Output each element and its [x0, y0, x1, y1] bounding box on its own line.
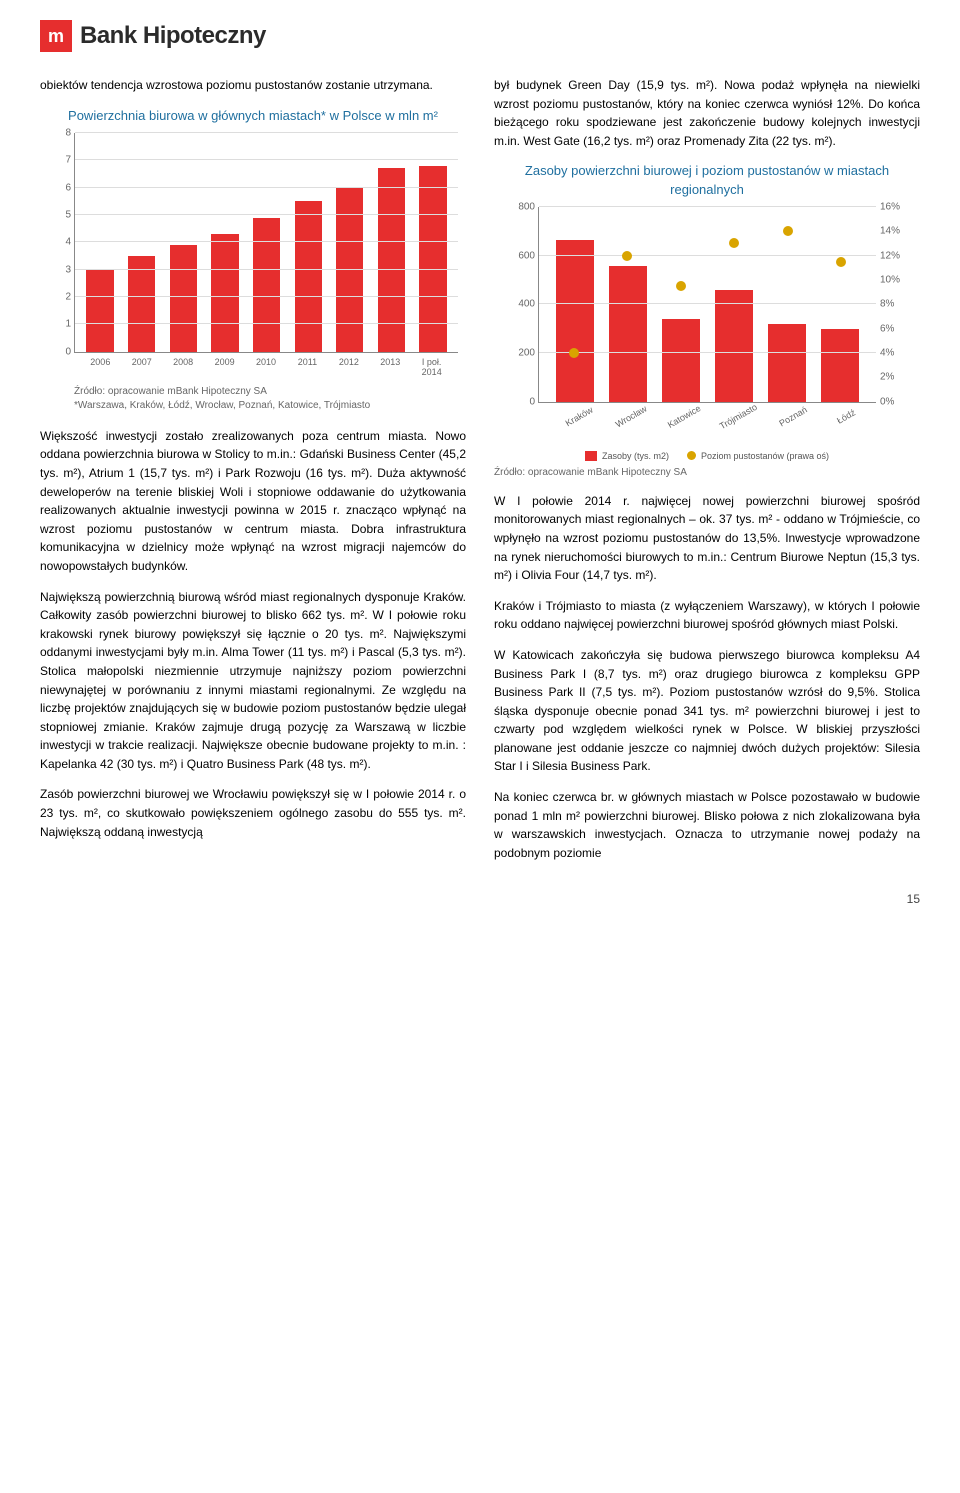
chart2-x-labels: KrakówWrocławKatowiceTrójmiastoPoznańŁód…	[538, 407, 876, 437]
left-p1: Większość inwestycji zostało zrealizowan…	[40, 427, 466, 576]
bar	[128, 256, 155, 352]
y-left-tick: 200	[518, 348, 535, 359]
y-left-tick: 800	[518, 201, 535, 212]
bar	[556, 240, 594, 401]
bar	[821, 329, 859, 402]
y-right-tick: 2%	[880, 372, 894, 383]
marker	[836, 257, 846, 267]
y-tick: 4	[65, 237, 71, 248]
bar-swatch-icon	[585, 451, 597, 461]
chart1-bars	[75, 133, 458, 352]
y-left-tick: 600	[518, 250, 535, 261]
bar	[336, 188, 363, 352]
x-label: Kraków	[557, 397, 604, 442]
page-number: 15	[40, 892, 920, 906]
chart2-bars	[539, 207, 876, 402]
right-p1: był budynek Green Day (15,9 tys. m²). No…	[494, 76, 920, 150]
y-tick: 2	[65, 292, 71, 303]
marker	[569, 348, 579, 358]
bar	[86, 270, 113, 352]
y-tick: 1	[65, 319, 71, 330]
left-column: obiektów tendencja wzrostowa poziomu pus…	[40, 76, 466, 874]
x-label: Trójmiasto	[715, 396, 766, 443]
y-tick: 0	[65, 346, 71, 357]
y-right-tick: 4%	[880, 348, 894, 359]
x-label: 2012	[335, 357, 362, 377]
marker	[622, 251, 632, 261]
x-label: 2009	[211, 357, 238, 377]
legend-bar-label: Zasoby (tys. m2)	[602, 451, 669, 461]
x-label: 2011	[294, 357, 321, 377]
chart2-y-right: 0%2%4%6%8%10%12%14%16%	[880, 207, 916, 402]
chart2-title: Zasoby powierzchni biurowej i poziom pus…	[494, 162, 920, 198]
chart1-footnote: *Warszawa, Kraków, Łódź, Wrocław, Poznań…	[74, 400, 370, 411]
marker	[783, 226, 793, 236]
x-label: 2007	[128, 357, 155, 377]
marker-swatch-icon	[687, 451, 696, 460]
x-label: 2010	[252, 357, 279, 377]
y-tick: 6	[65, 182, 71, 193]
chart1-title: Powierzchnia biurowa w głównych miastach…	[40, 107, 466, 125]
legend-bar: Zasoby (tys. m2)	[585, 451, 669, 461]
chart2-source: Źródło: opracowanie mBank Hipoteczny SA	[494, 467, 920, 478]
bar	[662, 319, 700, 402]
left-p3: Zasób powierzchni biurowej we Wrocławiu …	[40, 785, 466, 841]
y-tick: 3	[65, 264, 71, 275]
chart1: 012345678	[74, 133, 458, 353]
chart1-source: Źródło: opracowanie mBank Hipoteczny SA …	[74, 385, 458, 413]
bar	[609, 266, 647, 401]
y-right-tick: 16%	[880, 201, 900, 212]
y-tick: 7	[65, 155, 71, 166]
y-tick: 5	[65, 209, 71, 220]
marker	[676, 281, 686, 291]
x-label: 2006	[87, 357, 114, 377]
right-p2: W I połowie 2014 r. najwięcej nowej powi…	[494, 492, 920, 585]
chart2-legend: Zasoby (tys. m2) Poziom pustostanów (pra…	[494, 451, 920, 461]
logo: m Bank Hipoteczny	[40, 20, 920, 52]
y-right-tick: 14%	[880, 226, 900, 237]
right-p3: Kraków i Trójmiasto to miasta (z wyłącze…	[494, 597, 920, 634]
right-p5: Na koniec czerwca br. w głównych miastac…	[494, 788, 920, 862]
bar	[170, 245, 197, 352]
y-right-tick: 0%	[880, 396, 894, 407]
y-left-tick: 400	[518, 299, 535, 310]
right-p4: W Katowicach zakończyła się budowa pierw…	[494, 646, 920, 776]
bar	[768, 324, 806, 402]
chart2: 0200400600800 0%2%4%6%8%10%12%14%16% Kra…	[538, 207, 876, 437]
marker	[729, 238, 739, 248]
x-label: I poł. 2014	[418, 357, 445, 377]
chart1-x-labels: 2006 2007 2008 2009 2010 2011 2012 2013 I poł. 2…	[74, 357, 458, 377]
left-p2: Największą powierzchnią biurową wśród mi…	[40, 588, 466, 774]
left-intro: obiektów tendencja wzrostowa poziomu pus…	[40, 76, 466, 95]
x-label: Katowice	[662, 397, 709, 442]
right-column: był budynek Green Day (15,9 tys. m²). No…	[494, 76, 920, 874]
x-label: Łódź	[824, 397, 871, 442]
chart1-y-axis: 012345678	[45, 133, 71, 352]
y-right-tick: 12%	[880, 250, 900, 261]
y-right-tick: 8%	[880, 299, 894, 310]
bar	[211, 234, 238, 352]
bar	[253, 218, 280, 352]
y-right-tick: 6%	[880, 323, 894, 334]
bar	[295, 201, 322, 352]
x-label: 2008	[170, 357, 197, 377]
y-tick: 8	[65, 127, 71, 138]
legend-line-label: Poziom pustostanów (prawa oś)	[701, 451, 829, 461]
chart2-y-left: 0200400600800	[509, 207, 535, 402]
y-left-tick: 0	[529, 396, 535, 407]
legend-line: Poziom pustostanów (prawa oś)	[687, 451, 829, 461]
logo-text: Bank Hipoteczny	[80, 22, 266, 50]
bar	[715, 290, 753, 402]
x-label: 2013	[377, 357, 404, 377]
y-right-tick: 10%	[880, 274, 900, 285]
x-label: Wrocław	[610, 397, 657, 442]
x-label: Poznań	[772, 397, 819, 442]
logo-tile: m	[40, 20, 72, 52]
chart1-source-text: Źródło: opracowanie mBank Hipoteczny SA	[74, 386, 267, 397]
